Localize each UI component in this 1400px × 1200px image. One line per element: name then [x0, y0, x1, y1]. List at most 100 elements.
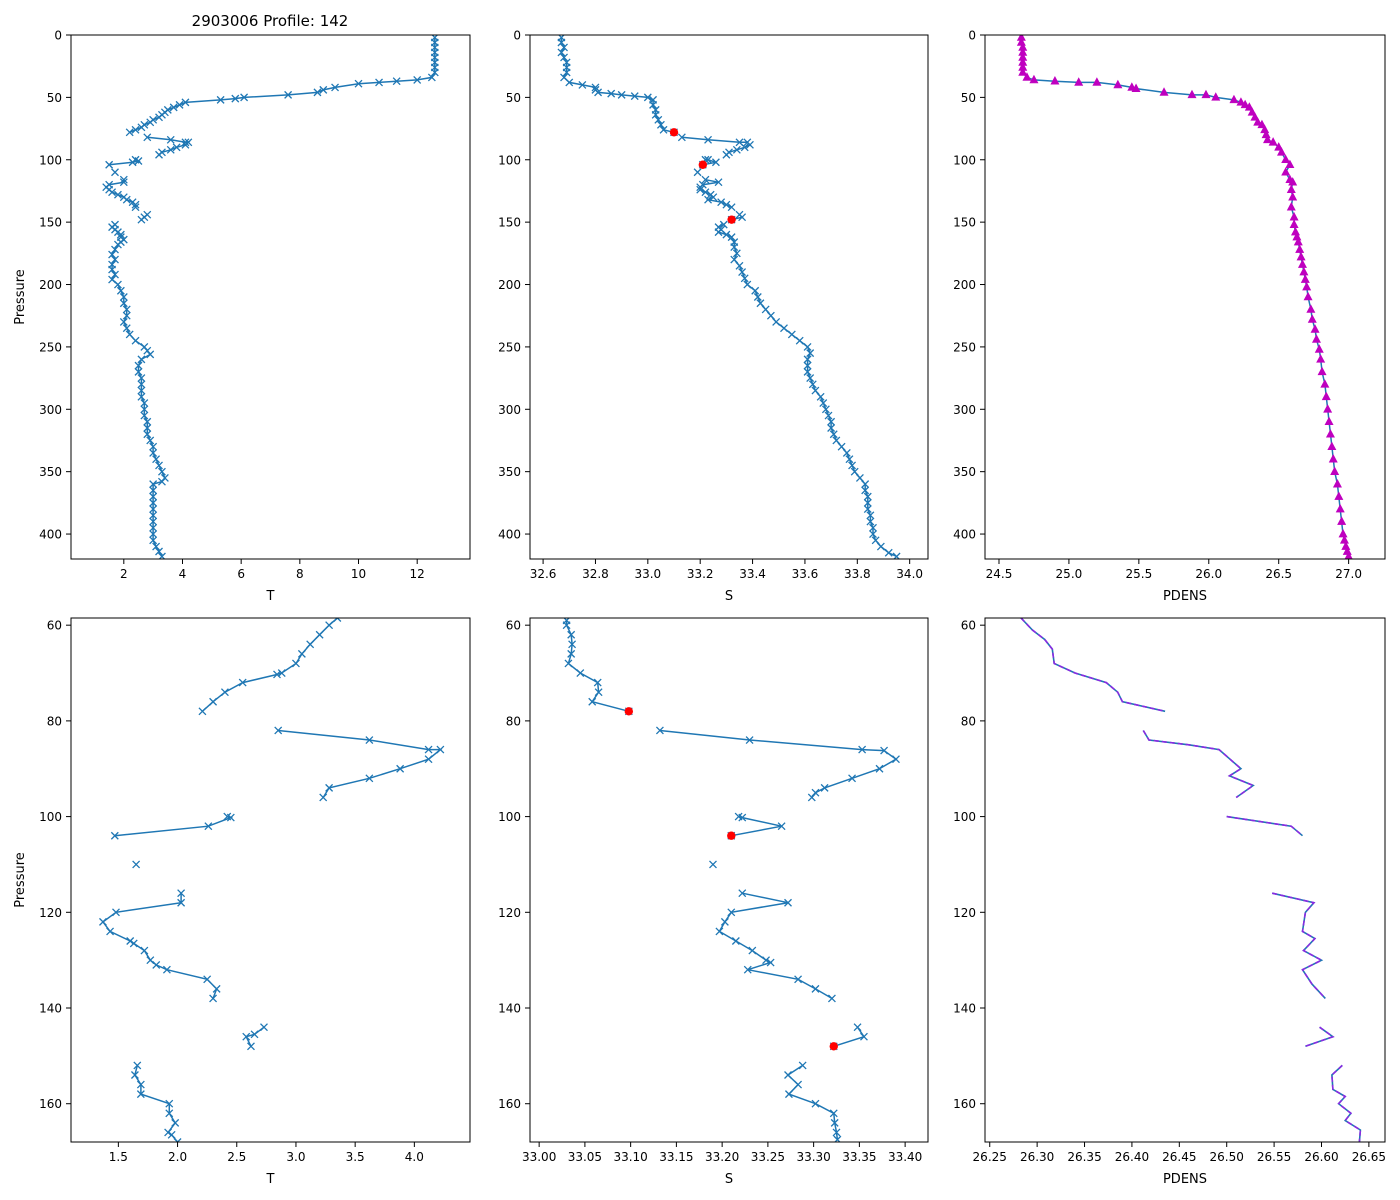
- y-tick-label: 250: [39, 340, 62, 354]
- data-point-x: [811, 984, 820, 993]
- x-axis-label: T: [266, 589, 275, 604]
- data-point-triangle: [1302, 281, 1312, 291]
- flagged-point: [698, 160, 708, 169]
- data-point-x: [643, 93, 652, 102]
- data-point-triangle: [1296, 251, 1306, 261]
- data-point-x: [149, 523, 158, 532]
- data-point-x: [413, 75, 422, 84]
- data-point-x: [853, 1023, 862, 1032]
- data-point-x: [319, 793, 328, 802]
- flagged-point: [727, 831, 736, 840]
- data-point-x: [827, 994, 836, 1003]
- data-point-x: [146, 956, 155, 965]
- data-point-x: [842, 448, 851, 457]
- series-line: [114, 815, 234, 837]
- data-point-x: [830, 1118, 839, 1127]
- data-point-x: [557, 38, 566, 47]
- data-point-triangle: [1113, 79, 1123, 89]
- data-point-x: [787, 330, 796, 339]
- y-axis-label: Pressure: [13, 852, 28, 908]
- data-point-x: [704, 135, 713, 144]
- flagged-point: [829, 1042, 838, 1051]
- data-point-x: [149, 517, 158, 526]
- data-point-x: [659, 125, 668, 134]
- data-point-x: [617, 90, 626, 99]
- y-tick-label: 150: [39, 216, 62, 230]
- data-point-x: [172, 143, 181, 152]
- data-point-triangle: [1311, 334, 1321, 343]
- data-point-x: [794, 1080, 803, 1089]
- chart-bottom-salinity: 33.00 33.05 33.10 33.15 33.20 33.25 33.30 33.35…: [498, 617, 929, 1187]
- data-point-x: [315, 630, 324, 639]
- data-point-x: [365, 736, 374, 744]
- data-point-x: [108, 188, 117, 197]
- plot-area: [1016, 35, 1353, 559]
- x-tick-label: 8: [296, 567, 304, 581]
- chart-bottom-temperature: 1.5 2.0 2.5 3.0 3.5 4.0 60 80 100 120 140 160 T Press…: [13, 617, 471, 1187]
- data-point-x: [565, 78, 574, 87]
- data-point-x: [719, 220, 728, 229]
- data-point-triangle: [1281, 167, 1291, 176]
- y-tick-label: 0: [54, 29, 62, 43]
- data-point-x: [424, 755, 433, 764]
- data-point-x: [798, 1061, 807, 1070]
- data-point-x: [111, 270, 119, 279]
- data-point-x: [212, 984, 221, 993]
- data-point-x: [866, 517, 875, 526]
- y-tick-label: 200: [498, 278, 521, 292]
- data-point-x: [871, 536, 880, 545]
- x-tick-label: 4: [179, 567, 187, 581]
- series-line-overlay: [1305, 1026, 1335, 1048]
- data-point-x: [784, 898, 792, 907]
- x-tick-label: 2.0: [168, 1150, 187, 1164]
- y-tick-label: 0: [968, 29, 976, 43]
- data-point-x: [173, 1138, 182, 1142]
- y-tick-label: 100: [498, 810, 521, 824]
- data-point-x: [132, 860, 141, 869]
- data-point-x: [714, 228, 723, 237]
- y-tick-label: 350: [953, 465, 976, 479]
- x-tick-label: 33.6: [792, 567, 819, 581]
- data-point-triangle: [1285, 159, 1295, 169]
- data-point-x: [250, 1030, 259, 1039]
- data-point-x: [108, 250, 117, 259]
- axes-frame: [529, 617, 929, 1143]
- y-tick-label: 80: [506, 714, 521, 728]
- x-axis-label: S: [725, 1172, 733, 1187]
- data-point-triangle: [1268, 137, 1278, 146]
- data-point-x: [129, 939, 138, 948]
- data-point-x: [743, 965, 752, 974]
- x-tick-label: 25.5: [1125, 567, 1152, 581]
- data-point-x: [832, 1128, 841, 1137]
- x-tick-label: 26.45: [1162, 1150, 1196, 1164]
- x-tick-label: 4.0: [405, 1150, 424, 1164]
- data-point-x: [732, 249, 741, 258]
- data-point-x: [306, 640, 315, 649]
- data-point-x: [756, 299, 765, 308]
- data-point-x: [738, 813, 747, 822]
- data-point-x: [827, 424, 836, 432]
- flagged-point: [727, 215, 736, 224]
- data-point-triangle: [1314, 344, 1324, 353]
- data-point-x: [149, 498, 158, 507]
- plot-area: [99, 618, 445, 1142]
- data-point-x: [738, 213, 747, 222]
- data-point-triangle: [1325, 429, 1335, 438]
- y-tick-label: 400: [953, 528, 976, 542]
- data-point-x: [656, 120, 665, 129]
- data-point-x: [119, 293, 128, 301]
- data-point-x: [125, 330, 134, 339]
- data-point-x: [167, 1130, 176, 1139]
- data-point-triangle: [1236, 97, 1246, 106]
- data-point-x: [122, 311, 131, 320]
- x-tick-label: 33.10: [613, 1150, 647, 1164]
- x-tick-label: 33.35: [842, 1150, 876, 1164]
- data-point-triangle: [1247, 107, 1257, 116]
- data-point-x: [819, 399, 828, 408]
- data-point-x: [807, 793, 816, 802]
- data-point-x: [858, 745, 867, 754]
- data-point-x: [111, 168, 119, 177]
- data-point-x: [795, 336, 804, 345]
- data-point-x: [560, 43, 568, 52]
- data-point-x: [696, 185, 705, 194]
